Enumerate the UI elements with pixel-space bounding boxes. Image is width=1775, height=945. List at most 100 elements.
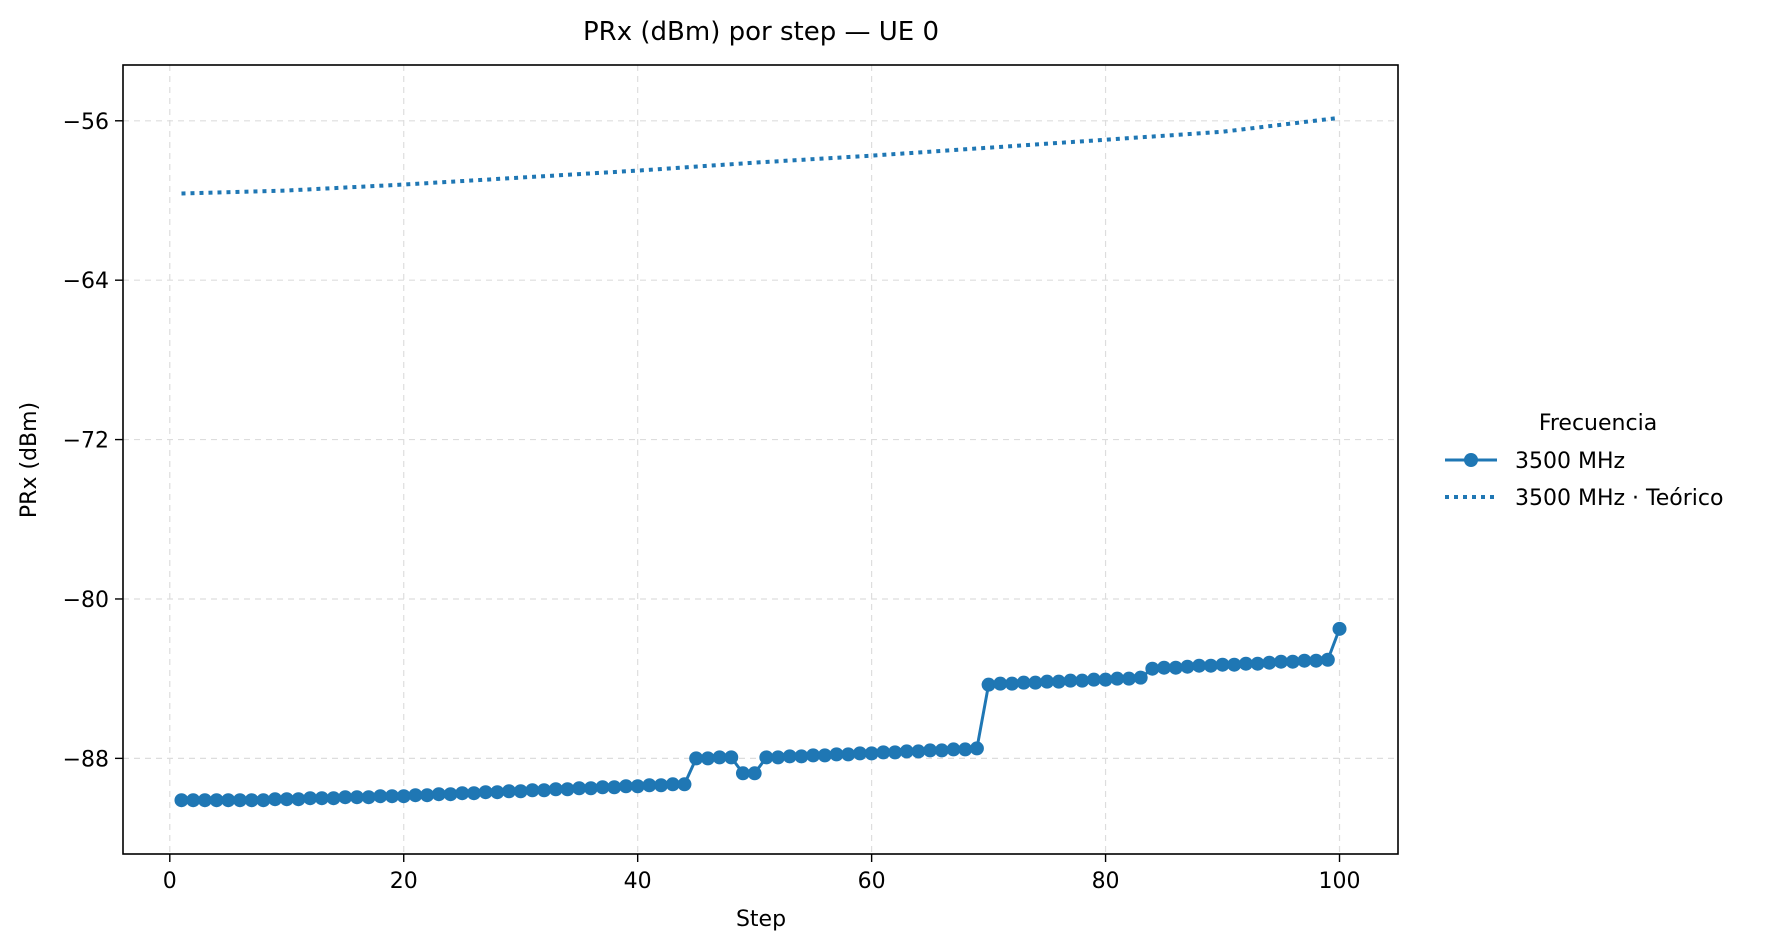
plot-frame: [122, 64, 1399, 855]
x-tick-label: 60: [858, 869, 886, 894]
data-point: [1238, 656, 1253, 671]
data-point: [1297, 653, 1312, 668]
data-point: [864, 746, 879, 761]
data-point: [618, 779, 633, 794]
data-point: [923, 743, 938, 758]
data-point: [373, 789, 388, 804]
data-point: [1262, 655, 1277, 670]
data-point: [443, 787, 458, 802]
data-point: [583, 781, 598, 796]
data-point: [244, 793, 259, 808]
data-point: [677, 777, 692, 792]
legend: Frecuencia 3500 MHz 3500 MHz · Teórico: [1445, 411, 1723, 511]
data-point: [1168, 660, 1183, 675]
data-point: [1063, 673, 1078, 688]
data-point: [209, 793, 224, 808]
data-point: [1203, 658, 1218, 673]
data-point: [197, 793, 212, 808]
x-axis: 0 20 40 60 80 100: [163, 854, 1361, 894]
data-point: [1320, 652, 1335, 667]
data-point: [478, 785, 493, 800]
data-point: [314, 791, 329, 806]
y-tick-label: −64: [63, 269, 109, 294]
data-point: [712, 750, 727, 765]
data-point: [817, 748, 832, 763]
data-point: [993, 676, 1008, 691]
data-point: [642, 778, 657, 793]
data-point: [1004, 676, 1019, 691]
data-point: [560, 782, 575, 797]
data-point: [420, 788, 435, 803]
data-point: [513, 784, 528, 799]
data-point: [502, 784, 517, 799]
legend-marker-measured: [1464, 453, 1478, 467]
data-point: [537, 783, 552, 798]
data-point: [630, 779, 645, 794]
data-point: [431, 787, 446, 802]
data-point: [700, 751, 715, 766]
legend-label-theoretical: 3500 MHz · Teórico: [1515, 486, 1723, 511]
data-point: [396, 789, 411, 804]
data-point: [1086, 672, 1101, 687]
data-point: [1075, 673, 1090, 688]
y-axis-label: PRx (dBm): [17, 402, 42, 518]
data-point: [759, 750, 774, 765]
data-point: [572, 781, 587, 796]
y-tick-label: −80: [63, 588, 109, 613]
data-point: [1028, 675, 1043, 690]
data-point: [1157, 660, 1172, 675]
data-point: [466, 786, 481, 801]
data-point: [221, 793, 236, 808]
data-point: [256, 793, 271, 808]
legend-title: Frecuencia: [1539, 411, 1657, 436]
data-point: [747, 766, 762, 781]
data-point: [1250, 656, 1265, 671]
data-point: [689, 751, 704, 766]
data-point: [806, 748, 821, 763]
data-point: [1274, 654, 1289, 669]
x-tick-label: 100: [1319, 869, 1361, 894]
chart-title: PRx (dBm) por step — UE 0: [583, 17, 939, 47]
data-point: [794, 749, 809, 764]
data-point: [1110, 671, 1125, 686]
data-point: [1192, 658, 1207, 673]
x-axis-label: Step: [736, 907, 786, 932]
x-tick-label: 20: [390, 869, 418, 894]
data-point: [1285, 654, 1300, 669]
data-point: [899, 744, 914, 759]
data-point: [1040, 674, 1055, 689]
data-point: [876, 745, 891, 760]
data-point: [361, 790, 376, 805]
data-point: [665, 777, 680, 792]
data-point: [1309, 653, 1324, 668]
data-point: [841, 747, 856, 762]
data-point: [1180, 659, 1195, 674]
data-point: [1016, 675, 1031, 690]
data-point: [735, 766, 750, 781]
data-point: [829, 747, 844, 762]
x-tick-label: 0: [163, 869, 177, 894]
grid: [123, 65, 1398, 854]
x-tick-label: 80: [1092, 869, 1120, 894]
data-point: [174, 793, 189, 808]
data-point: [408, 788, 423, 803]
data-point: [1051, 674, 1066, 689]
data-point: [934, 743, 949, 758]
data-point: [595, 780, 610, 795]
data-point: [1332, 621, 1347, 636]
data-point: [1215, 657, 1230, 672]
data-point: [946, 742, 961, 757]
data-point: [303, 791, 318, 806]
data-point: [385, 789, 400, 804]
data-point: [268, 792, 283, 807]
y-tick-label: −88: [63, 747, 109, 772]
data-point: [455, 786, 470, 801]
data-point: [888, 745, 903, 760]
data-point: [291, 792, 306, 807]
data-point: [724, 750, 739, 765]
data-point: [958, 742, 973, 757]
data-point: [338, 790, 353, 805]
data-point: [525, 783, 540, 798]
data-point: [981, 677, 996, 692]
